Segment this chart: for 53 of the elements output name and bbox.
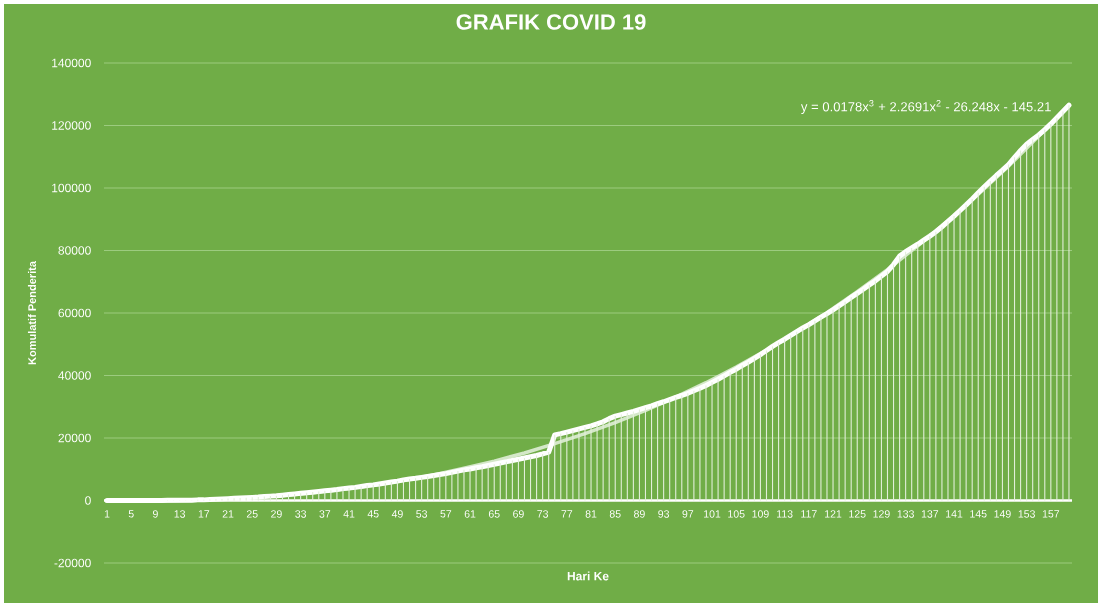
y-tick-label: 20000 <box>58 433 91 443</box>
x-tick-label: 133 <box>897 510 914 518</box>
x-tick-label: 117 <box>801 510 817 518</box>
y-tick-label: 140000 <box>52 58 91 68</box>
x-tick-label: 21 <box>222 510 234 518</box>
x-tick-label: 69 <box>513 510 524 518</box>
y-tick-label: 80000 <box>58 246 91 255</box>
x-tick-label: 13 <box>174 510 186 518</box>
x-tick-label: 89 <box>634 510 645 518</box>
x-tick-label: 121 <box>825 510 842 518</box>
chart-title: GRAFIK COVID 19 <box>456 14 646 30</box>
y-tick-label: 100000 <box>52 183 91 193</box>
x-tick-label: 1 <box>104 510 110 518</box>
y-tick-label: 0 <box>85 496 91 505</box>
x-tick-label: 37 <box>319 510 331 518</box>
y-axis-title: Komulatif Penderita <box>27 260 37 365</box>
y-tick-label: -20000 <box>54 558 91 568</box>
x-tick-label: 25 <box>246 510 258 518</box>
y-tick-label: 120000 <box>52 121 91 130</box>
x-tick-label: 85 <box>609 510 621 518</box>
x-tick-label: 109 <box>752 510 769 518</box>
x-tick-label: 41 <box>343 510 355 518</box>
x-tick-label: 45 <box>367 510 379 518</box>
x-tick-label: 57 <box>440 510 452 518</box>
x-tick-label: 149 <box>994 510 1011 518</box>
x-tick-label: 53 <box>416 510 428 518</box>
x-tick-label: 29 <box>271 510 282 518</box>
x-tick-label: 33 <box>295 510 307 518</box>
x-tick-label: 17 <box>198 510 210 518</box>
x-tick-label: 145 <box>970 510 987 518</box>
y-tick-label: 60000 <box>58 308 91 318</box>
x-tick-label: 141 <box>946 510 963 518</box>
x-tick-label: 97 <box>682 510 694 518</box>
x-axis-title: Hari Ke <box>567 571 609 581</box>
x-tick-label: 65 <box>488 510 500 518</box>
y-tick-label: 40000 <box>58 371 91 380</box>
x-tick-label: 9 <box>153 510 158 518</box>
x-tick-label: 5 <box>128 510 134 518</box>
x-tick-label: 105 <box>728 510 745 518</box>
x-tick-label: 49 <box>391 510 403 518</box>
x-tick-label: 113 <box>777 510 793 518</box>
x-tick-label: 129 <box>873 510 890 518</box>
x-tick-label: 137 <box>921 510 939 518</box>
x-tick-label: 101 <box>704 510 721 518</box>
x-tick-label: 73 <box>537 510 549 518</box>
x-tick-label: 153 <box>1018 510 1035 518</box>
x-tick-label: 77 <box>561 510 573 518</box>
x-tick-label: 157 <box>1042 510 1060 518</box>
x-tick-label: 93 <box>658 510 670 518</box>
x-tick-label: 125 <box>849 510 866 518</box>
x-tick-label: 61 <box>464 510 476 518</box>
x-tick-label: 81 <box>585 510 597 518</box>
annotation: y = 0.0178x$^{3}$ + 2.2691x$^{2}$ - 26.248x - 145.21 <box>800 100 1051 114</box>
